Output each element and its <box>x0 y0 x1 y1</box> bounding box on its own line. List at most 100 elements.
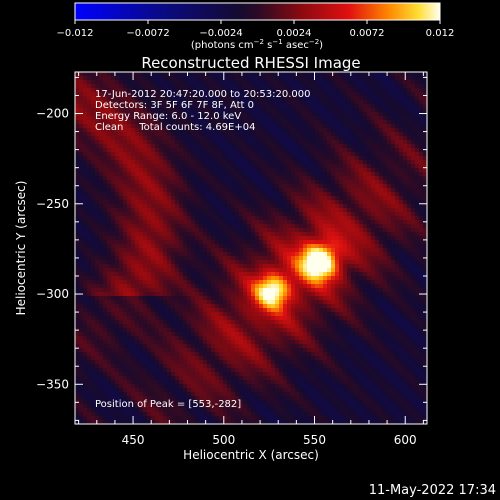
heatmap-cell <box>87 208 92 213</box>
heatmap-cell <box>283 420 288 424</box>
heatmap-cell <box>91 128 96 133</box>
heatmap-cell <box>139 208 144 213</box>
image-area <box>75 72 427 424</box>
heatmap-cell <box>175 136 180 141</box>
heatmap-cell <box>223 92 228 97</box>
heatmap-cell <box>163 320 168 325</box>
heatmap-cell <box>107 240 112 245</box>
heatmap-cell <box>147 412 152 417</box>
heatmap-cell <box>111 300 116 305</box>
heatmap-cell <box>287 160 292 165</box>
heatmap-cell <box>147 376 152 381</box>
heatmap-cell <box>203 368 208 373</box>
heatmap-cell <box>283 132 288 137</box>
heatmap-cell <box>171 196 176 201</box>
heatmap-cell <box>87 176 92 181</box>
heatmap-cell <box>87 204 92 209</box>
heatmap-cell <box>155 260 160 265</box>
heatmap-cell <box>87 144 92 149</box>
heatmap-cell <box>195 196 200 201</box>
heatmap-cell <box>143 144 148 149</box>
heatmap-cell <box>247 404 252 409</box>
heatmap-cell <box>123 184 128 189</box>
heatmap-cell <box>295 172 300 177</box>
heatmap-cell <box>79 284 84 289</box>
heatmap-cell <box>215 240 220 245</box>
heatmap-cell <box>223 72 228 77</box>
heatmap-cell <box>115 76 120 81</box>
heatmap-cell <box>219 240 224 245</box>
heatmap-cell <box>283 332 288 337</box>
heatmap-cell <box>215 300 220 305</box>
heatmap-cell <box>99 200 104 205</box>
heatmap-cell <box>107 284 112 289</box>
heatmap-cell <box>111 172 116 177</box>
heatmap-cell <box>131 216 136 221</box>
heatmap-cell <box>175 304 180 309</box>
heatmap-cell <box>239 344 244 349</box>
heatmap-cell <box>135 224 140 229</box>
heatmap-cell <box>91 184 96 189</box>
heatmap-cell <box>127 128 132 133</box>
heatmap-cell <box>107 76 112 81</box>
heatmap-cell <box>295 200 300 205</box>
heatmap-cell <box>127 268 132 273</box>
heatmap-cell <box>291 372 296 377</box>
heatmap-cell <box>247 276 252 281</box>
heatmap-cell <box>115 164 120 169</box>
heatmap-cell <box>199 236 204 241</box>
heatmap-cell <box>263 124 268 129</box>
heatmap-cell <box>171 372 176 377</box>
heatmap-cell <box>211 156 216 161</box>
heatmap-cell <box>195 160 200 165</box>
heatmap-cell <box>283 348 288 353</box>
heatmap-cell <box>87 392 92 397</box>
heatmap-cell <box>183 228 188 233</box>
heatmap-cell <box>295 308 300 313</box>
heatmap-cell <box>263 412 268 417</box>
colorbar-tick-label: 0.012 <box>426 28 455 39</box>
heatmap-cell <box>243 348 248 353</box>
heatmap-cell <box>271 164 276 169</box>
heatmap-cell <box>87 352 92 357</box>
heatmap-cell <box>87 272 92 277</box>
colorbar-tick-label: 0.0024 <box>277 28 312 39</box>
heatmap-cell <box>283 176 288 181</box>
heatmap-cell <box>279 284 284 289</box>
heatmap-cell <box>103 244 108 249</box>
heatmap-cell <box>159 168 164 173</box>
heatmap-cell <box>183 292 188 297</box>
heatmap-cell <box>195 280 200 285</box>
heatmap-cell <box>135 192 140 197</box>
heatmap-cell <box>175 244 180 249</box>
heatmap-cell <box>259 348 264 353</box>
heatmap-cell <box>99 224 104 229</box>
heatmap-cell <box>159 212 164 217</box>
heatmap-cell <box>199 416 204 421</box>
heatmap-cell <box>215 392 220 397</box>
heatmap-cell <box>95 284 100 289</box>
heatmap-cell <box>99 184 104 189</box>
heatmap-cell <box>187 152 192 157</box>
heatmap-cell <box>187 324 192 329</box>
heatmap-cell <box>139 156 144 161</box>
heatmap-cell <box>155 328 160 333</box>
heatmap-cell <box>111 72 116 77</box>
heatmap-cell <box>91 292 96 297</box>
heatmap-cell <box>155 392 160 397</box>
heatmap-cell <box>251 368 256 373</box>
heatmap-cell <box>227 128 232 133</box>
heatmap-cell <box>107 312 112 317</box>
heatmap-cell <box>175 272 180 277</box>
heatmap-cell <box>231 164 236 169</box>
heatmap-cell <box>235 280 240 285</box>
heatmap-cell <box>155 412 160 417</box>
heatmap-cell <box>279 140 284 145</box>
heatmap-cell <box>199 340 204 345</box>
heatmap-cell <box>279 392 284 397</box>
heatmap-cell <box>107 208 112 213</box>
heatmap-cell <box>263 296 268 301</box>
heatmap-cell <box>235 312 240 317</box>
heatmap-cell <box>211 368 216 373</box>
heatmap-cell <box>123 288 128 293</box>
